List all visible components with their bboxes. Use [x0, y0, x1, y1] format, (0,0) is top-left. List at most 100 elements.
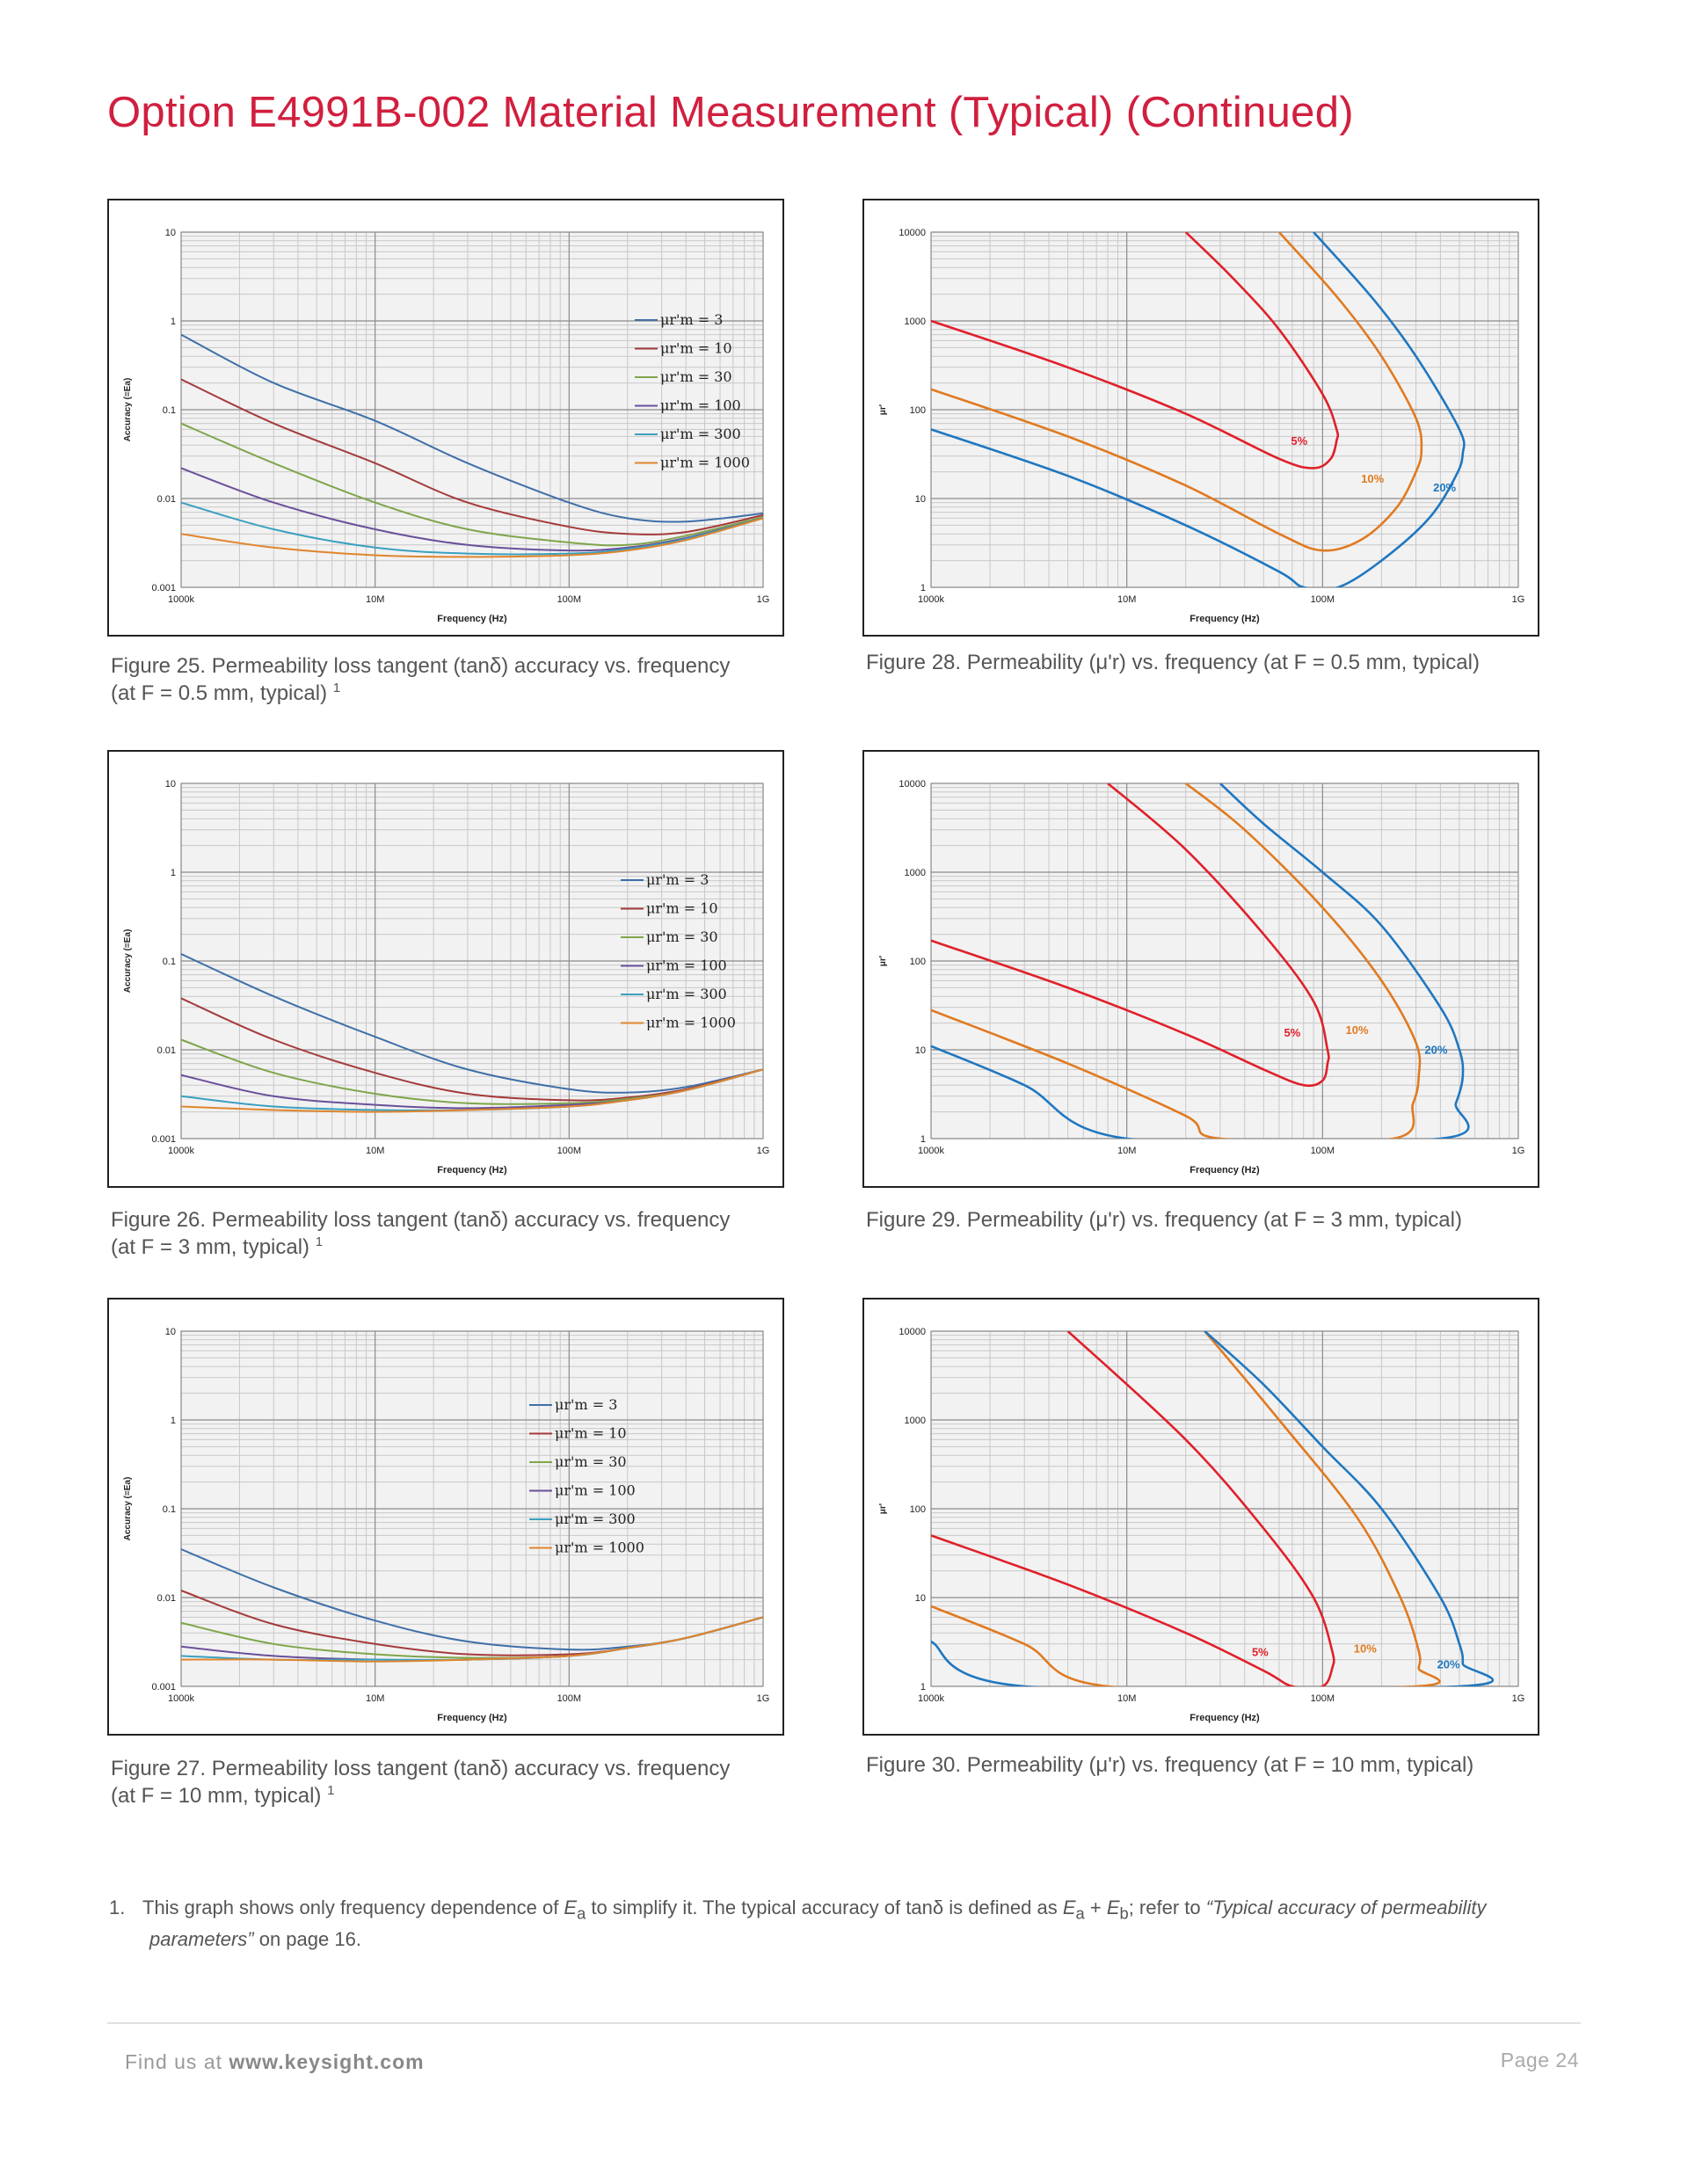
series-label: 5% [1291, 434, 1307, 448]
x-tick-label: 1G [1512, 1693, 1525, 1704]
footnote: 1. This graph shows only frequency depend… [109, 1895, 1586, 1953]
y-tick-label: 1000 [905, 868, 926, 878]
x-tick-label: 1G [1512, 594, 1525, 605]
legend-entry: μr'm = 300 [660, 426, 741, 442]
y-tick-label: 1000 [905, 1416, 926, 1426]
y-tick-label: 10 [165, 228, 176, 238]
y-tick-label: 1 [920, 1682, 926, 1693]
legend-entry: μr'm = 10 [555, 1425, 627, 1442]
footnote-text-d: on page 16. [253, 1928, 361, 1951]
y-tick-label: 0.01 [157, 1593, 176, 1604]
x-axis-label: Frequency (Hz) [1190, 614, 1260, 624]
y-tick-label: 10000 [899, 779, 926, 790]
y-axis-label: Accuracy (=Ea) [123, 378, 133, 442]
y-axis-label: μr' [878, 1503, 888, 1514]
footnote-text-b: to simplify it. The typical accuracy of … [586, 1896, 1063, 1918]
series-line [931, 232, 1423, 552]
y-tick-label: 100 [910, 957, 926, 967]
caption-figure-28: Figure 28. Permeability (μ'r) vs. freque… [866, 649, 1569, 676]
series-line [181, 953, 763, 1094]
x-tick-label: 100M [1311, 594, 1335, 605]
y-tick-label: 0.01 [157, 1045, 176, 1056]
series-line [181, 501, 763, 556]
grid [930, 1330, 1519, 1687]
x-tick-label: 10M [1117, 1693, 1136, 1704]
plot-border [180, 231, 764, 588]
x-axis-label: Frequency (Hz) [437, 1165, 507, 1176]
chart-svg: 1000k 10M 100M 1G 1 10 100 1000 10000 Frequency (… [878, 779, 1524, 1176]
footnote-link-2[interactable]: parameters” [149, 1928, 254, 1951]
x-tick-label: 1000k [168, 1146, 194, 1156]
page-title: Option E4991B-002 Material Measurement (… [107, 89, 1354, 136]
legend-entry: μr'm = 30 [555, 1453, 627, 1470]
chart-svg: 1000k 10M 100M 1G 1 10 100 1000 10000 Frequency (… [878, 1327, 1525, 1723]
series-line [931, 1331, 1495, 1686]
legend-entry: μr'm = 10 [646, 900, 718, 917]
legend-entry: μr'm = 10 [660, 340, 732, 357]
x-axis-label: Frequency (Hz) [1190, 1165, 1260, 1176]
series-line [931, 783, 1330, 1088]
footnote-sub: a [577, 1904, 586, 1923]
y-tick-label: 1 [171, 868, 176, 878]
footer-divider [107, 2022, 1581, 2024]
y-tick-label: 0.1 [163, 405, 176, 416]
plot-border [930, 1330, 1519, 1687]
y-tick-label: 100 [910, 405, 926, 416]
caption-footnote-ref: 1 [332, 681, 341, 695]
footnote-link[interactable]: “Typical accuracy of permeability [1205, 1896, 1487, 1918]
legend-entry: μr'm = 3 [555, 1396, 617, 1413]
series-line [181, 1068, 763, 1113]
chart-figure-27: 1000k 10M 100M 1G 0.001 0.01 0.1 1 10 Frequency (… [107, 1298, 784, 1736]
legend-entry: μr'm = 300 [555, 1511, 636, 1527]
chart-figure-25: 1000k 10M 100M 1G 0.001 0.01 0.1 1 10 Frequency (… [107, 199, 784, 637]
y-tick-label: 10 [915, 1045, 926, 1056]
y-tick-label: 1 [920, 1134, 926, 1145]
series-line [931, 1331, 1441, 1686]
y-tick-label: 10 [165, 779, 176, 790]
caption-footnote-ref: 1 [315, 1234, 324, 1249]
x-tick-label: 1000k [918, 594, 944, 605]
grid [930, 231, 1519, 588]
caption-figure-25: Figure 25. Permeability loss tangent (ta… [111, 652, 814, 707]
x-tick-label: 10M [366, 594, 384, 605]
series-label: 20% [1424, 1044, 1447, 1057]
plot-border [930, 231, 1519, 588]
chart-figure-29: 1000k 10M 100M 1G 1 10 100 1000 10000 Frequency (… [862, 750, 1539, 1188]
caption-main: Figure 27. Permeability loss tangent (ta… [111, 1757, 731, 1780]
y-axis-label: μr' [878, 404, 888, 415]
x-tick-label: 1000k [918, 1693, 944, 1704]
legend: μr'm = 3 μr'm = 10 μr'm = 30 μr'm = 100 μr'm… [635, 311, 750, 471]
footnote-var: E [1062, 1896, 1076, 1918]
series-line [931, 232, 1466, 587]
series-line [181, 997, 763, 1102]
caption-footnote-ref: 1 [327, 1783, 335, 1798]
series-label: 5% [1252, 1645, 1269, 1658]
series-label: 10% [1346, 1023, 1369, 1037]
caption-main: Figure 30. Permeability (μ'r) vs. freque… [866, 1753, 1474, 1777]
chart-svg: 1000k 10M 100M 1G 1 10 100 1000 10000 Frequency (… [878, 228, 1525, 624]
x-tick-label: 1000k [918, 1146, 944, 1156]
footer-url-link[interactable]: www.keysight.com [229, 2050, 425, 2073]
plot-border [180, 1330, 764, 1687]
series-line [181, 378, 763, 535]
footnote-sub: a [1075, 1904, 1085, 1923]
legend-entry: μr'm = 30 [660, 368, 732, 385]
x-tick-label: 1G [757, 1146, 770, 1156]
series-label: 20% [1437, 1657, 1460, 1671]
x-tick-label: 100M [557, 1693, 582, 1704]
series-label: 10% [1354, 1642, 1377, 1656]
legend-entry: μr'm = 300 [646, 986, 727, 1002]
caption-figure-26: Figure 26. Permeability loss tangent (ta… [111, 1206, 814, 1261]
y-tick-label: 1 [171, 317, 176, 327]
legend-entry: μr'm = 1000 [555, 1540, 644, 1556]
legend: μr'm = 3 μr'm = 10 μr'm = 30 μr'm = 100 μr'm… [621, 871, 736, 1031]
y-tick-label: 100 [910, 1504, 926, 1515]
x-tick-label: 1G [757, 594, 770, 605]
caption-figure-29: Figure 29. Permeability (μ'r) vs. freque… [866, 1206, 1569, 1234]
x-tick-label: 100M [1311, 1693, 1335, 1704]
series-line [931, 783, 1470, 1139]
series-line [931, 1331, 1335, 1686]
y-tick-label: 10 [915, 1593, 926, 1604]
footnote-number: 1. [109, 1896, 126, 1918]
caption-main: Figure 28. Permeability (μ'r) vs. freque… [866, 651, 1480, 674]
